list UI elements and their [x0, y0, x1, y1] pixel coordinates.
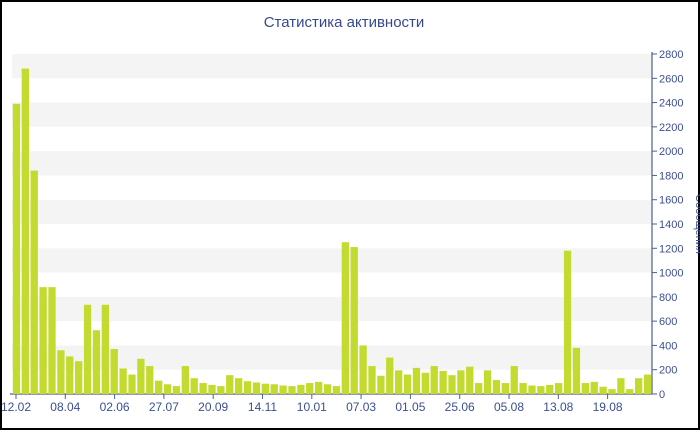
svg-text:27.07: 27.07	[149, 400, 179, 414]
svg-text:Сообщения: Сообщения	[693, 194, 700, 254]
svg-text:01.05: 01.05	[395, 400, 425, 414]
svg-text:14.11: 14.11	[248, 400, 277, 414]
svg-text:07.03: 07.03	[346, 400, 376, 414]
svg-text:12.02: 12.02	[2, 400, 31, 414]
svg-text:02.06: 02.06	[100, 400, 130, 414]
svg-text:2400: 2400	[659, 98, 683, 110]
svg-text:2800: 2800	[659, 49, 683, 61]
svg-text:2600: 2600	[659, 73, 683, 85]
svg-text:1600: 1600	[659, 195, 683, 207]
svg-text:20.09: 20.09	[198, 400, 228, 414]
svg-text:200: 200	[659, 365, 677, 377]
svg-text:600: 600	[659, 316, 677, 328]
svg-text:25.06: 25.06	[445, 400, 475, 414]
svg-text:13.08: 13.08	[543, 400, 573, 414]
svg-text:2200: 2200	[659, 122, 683, 134]
svg-text:400: 400	[659, 340, 677, 352]
svg-text:0: 0	[659, 389, 665, 401]
svg-text:1400: 1400	[659, 219, 683, 231]
svg-text:800: 800	[659, 292, 677, 304]
svg-text:1200: 1200	[659, 243, 683, 255]
svg-text:19.08: 19.08	[593, 400, 623, 414]
svg-text:05.08: 05.08	[494, 400, 524, 414]
svg-text:1000: 1000	[659, 268, 683, 280]
svg-text:1800: 1800	[659, 170, 683, 182]
svg-text:08.04: 08.04	[50, 400, 80, 414]
svg-text:10.01: 10.01	[297, 400, 327, 414]
svg-text:2000: 2000	[659, 146, 683, 158]
